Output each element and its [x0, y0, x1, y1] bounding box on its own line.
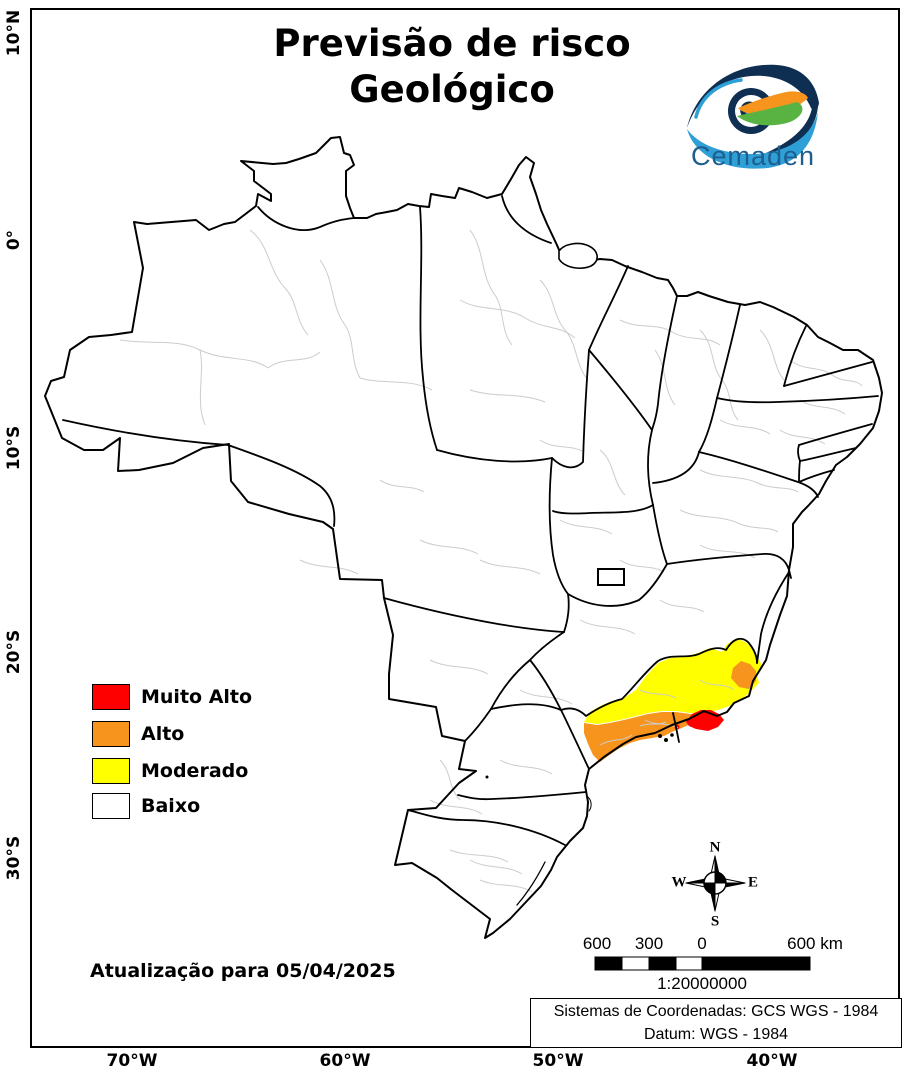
state-borders [62, 195, 879, 906]
coordinate-system-line1: Sistemas de Coordenadas: GCS WGS - 1984 [553, 1003, 879, 1020]
lat-label-0: 0° [4, 229, 24, 251]
legend-item-alto: Alto [92, 720, 184, 748]
risk-area-moderado [584, 638, 763, 724]
scale-tick-600-left: 600 [582, 934, 612, 953]
legend-item-muito-alto: Muito Alto [92, 683, 252, 711]
cemaden-logo-icon [687, 64, 819, 169]
compass-rose-icon [685, 855, 746, 912]
risk-area-alto-es [731, 661, 756, 689]
marajo-island [558, 242, 598, 269]
scale-bar [594, 956, 811, 971]
legend-swatch-alto [92, 721, 130, 747]
coordinate-system-box: Sistemas de Coordenadas: GCS WGS - 1984 … [530, 998, 902, 1048]
lat-label-10n: 10°N [4, 9, 24, 57]
cemaden-logo-text: Cemaden [690, 141, 816, 171]
page-title-line2: Geológico [349, 68, 555, 111]
lat-label-10s: 10°S [4, 425, 24, 471]
scale-ratio: 1:20000000 [657, 974, 747, 993]
update-note: Atualização para 05/04/2025 [90, 960, 396, 982]
legend-label: Alto [141, 723, 185, 745]
legend-swatch-baixo [92, 793, 130, 819]
lon-label-50w: 50°W [532, 1051, 584, 1071]
page-title: Previsão de risco [273, 22, 631, 65]
coastal-islands [485, 733, 674, 779]
lat-label-20s: 20°S [4, 629, 24, 675]
legend-label: Moderado [141, 760, 249, 782]
coordinate-system-line2: Datum: WGS - 1984 [643, 1026, 789, 1043]
legend-label: Baixo [141, 795, 201, 817]
brazil-landmass [45, 137, 882, 938]
compass-south-label: S [710, 913, 720, 930]
scale-tick-0: 0 [697, 934, 707, 953]
legend-swatch-muito-alto [92, 684, 130, 710]
legend-item-baixo: Baixo [92, 792, 200, 820]
lon-label-40w: 40°W [746, 1051, 798, 1071]
lon-label-60w: 60°W [319, 1051, 371, 1071]
compass-east-label: E [747, 874, 759, 891]
lon-label-70w: 70°W [106, 1051, 158, 1071]
legend-label: Muito Alto [141, 686, 253, 708]
legend-item-moderado: Moderado [92, 757, 248, 785]
legend-swatch-moderado [92, 758, 130, 784]
compass-north-label: N [709, 839, 721, 856]
compass-west-label: W [671, 874, 687, 891]
scale-tick-300: 300 [634, 934, 664, 953]
scale-tick-600-km: 600 km [787, 934, 843, 953]
lat-label-30s: 30°S [4, 835, 24, 881]
distrito-federal [597, 568, 625, 586]
municipal-borders [119, 229, 863, 893]
brazil-coastline [44, 136, 883, 939]
